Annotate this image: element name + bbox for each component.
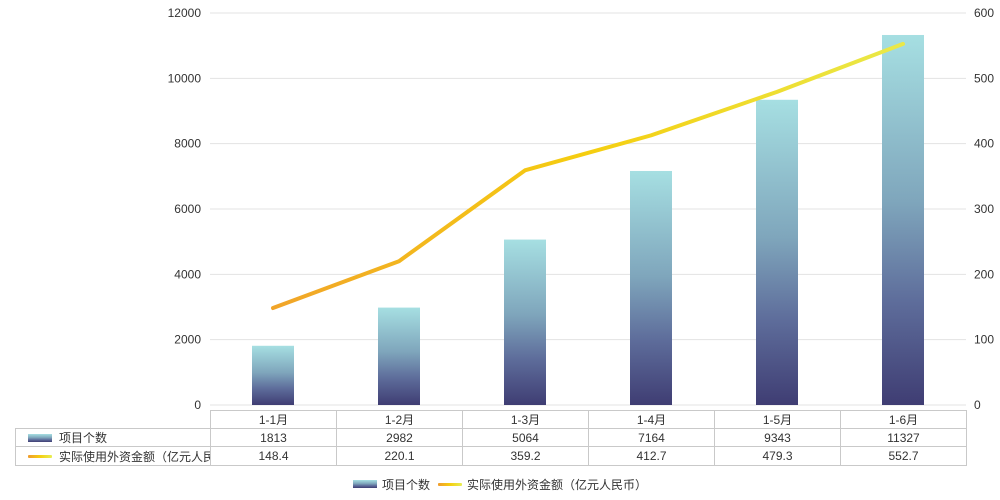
table-header-row: 1-1月 1-2月 1-3月 1-4月 1-5月 1-6月 bbox=[16, 410, 967, 429]
left-axis-tick-label: 6000 bbox=[174, 202, 201, 216]
bar-legend-label: 项目个数 bbox=[381, 477, 430, 492]
left-axis-tick-label: 10000 bbox=[168, 71, 202, 85]
line-series-name: 实际使用外资金额（亿元人民币） bbox=[59, 450, 210, 464]
line-legend-swatch-icon bbox=[438, 482, 462, 486]
right-axis-tick-label: 300 bbox=[974, 202, 994, 216]
table-corner-cell bbox=[16, 411, 211, 429]
bar-3[interactable] bbox=[630, 170, 672, 405]
line-legend-label: 实际使用外资金额（亿元人民币） bbox=[467, 477, 648, 492]
table-cell: 220.1 bbox=[336, 446, 463, 466]
bar-legend-swatch-icon bbox=[352, 480, 377, 488]
table-cell: 9343 bbox=[714, 428, 841, 447]
right-axis-tick-label: 100 bbox=[974, 333, 994, 347]
legend: 项目个数 实际使用外资金额（亿元人民币） bbox=[0, 474, 1000, 494]
legend-item-bar-series[interactable]: 项目个数 bbox=[352, 476, 430, 493]
left-axis-tick-label: 2000 bbox=[174, 333, 201, 347]
table-header-cell: 1-4月 bbox=[588, 410, 715, 429]
left-axis-tick-label: 0 bbox=[194, 398, 201, 412]
right-axis-tick-label: 600 bbox=[974, 6, 994, 20]
left-axis-tick-label: 8000 bbox=[174, 137, 201, 151]
table-cell: 148.4 bbox=[210, 446, 337, 466]
line-series[interactable] bbox=[271, 41, 905, 311]
table-row-bar-series: 项目个数 1813 2982 5064 7164 9343 11327 bbox=[15, 428, 967, 447]
table-cell: 552.7 bbox=[840, 446, 967, 466]
table-cell: 11327 bbox=[840, 428, 967, 447]
table-cell: 2982 bbox=[336, 428, 463, 447]
data-table: 1-1月 1-2月 1-3月 1-4月 1-5月 1-6月 项目个数 1813 … bbox=[15, 410, 967, 466]
line-series-label-cell: 实际使用外资金额（亿元人民币） bbox=[15, 446, 211, 466]
right-axis-tick-label: 500 bbox=[974, 71, 994, 85]
table-cell: 359.2 bbox=[462, 446, 589, 466]
table-cell: 479.3 bbox=[714, 446, 841, 466]
bar-0[interactable] bbox=[252, 345, 294, 405]
bar-series-name: 项目个数 bbox=[59, 431, 108, 445]
table-header-cell: 1-5月 bbox=[714, 410, 841, 429]
table-cell: 412.7 bbox=[588, 446, 715, 466]
table-header-cell: 1-6月 bbox=[840, 410, 967, 429]
table-header-cell: 1-3月 bbox=[462, 410, 589, 429]
bar-5[interactable] bbox=[882, 34, 924, 405]
bar-1[interactable] bbox=[378, 307, 420, 405]
right-axis-tick-label: 0 bbox=[974, 398, 981, 412]
table-cell: 5064 bbox=[462, 428, 589, 447]
table-header-cell: 1-1月 bbox=[210, 410, 337, 429]
bar-series-label-cell: 项目个数 bbox=[15, 428, 211, 447]
table-header-cell: 1-2月 bbox=[336, 410, 463, 429]
right-axis-tick-label: 200 bbox=[974, 267, 994, 281]
left-axis-tick-label: 12000 bbox=[168, 6, 202, 20]
bar-4[interactable] bbox=[756, 99, 798, 405]
table-row-line-series: 实际使用外资金额（亿元人民币） 148.4 220.1 359.2 412.7 … bbox=[15, 446, 967, 466]
table-cell: 1813 bbox=[210, 428, 337, 447]
bar-2[interactable] bbox=[504, 239, 546, 405]
bar-series-swatch-icon bbox=[28, 433, 52, 442]
line-series-swatch-icon bbox=[28, 455, 52, 458]
table-cell: 7164 bbox=[588, 428, 715, 447]
legend-item-line-series[interactable]: 实际使用外资金额（亿元人民币） bbox=[438, 476, 647, 493]
left-axis-tick-label: 4000 bbox=[174, 267, 201, 281]
right-axis-tick-label: 400 bbox=[974, 137, 994, 151]
